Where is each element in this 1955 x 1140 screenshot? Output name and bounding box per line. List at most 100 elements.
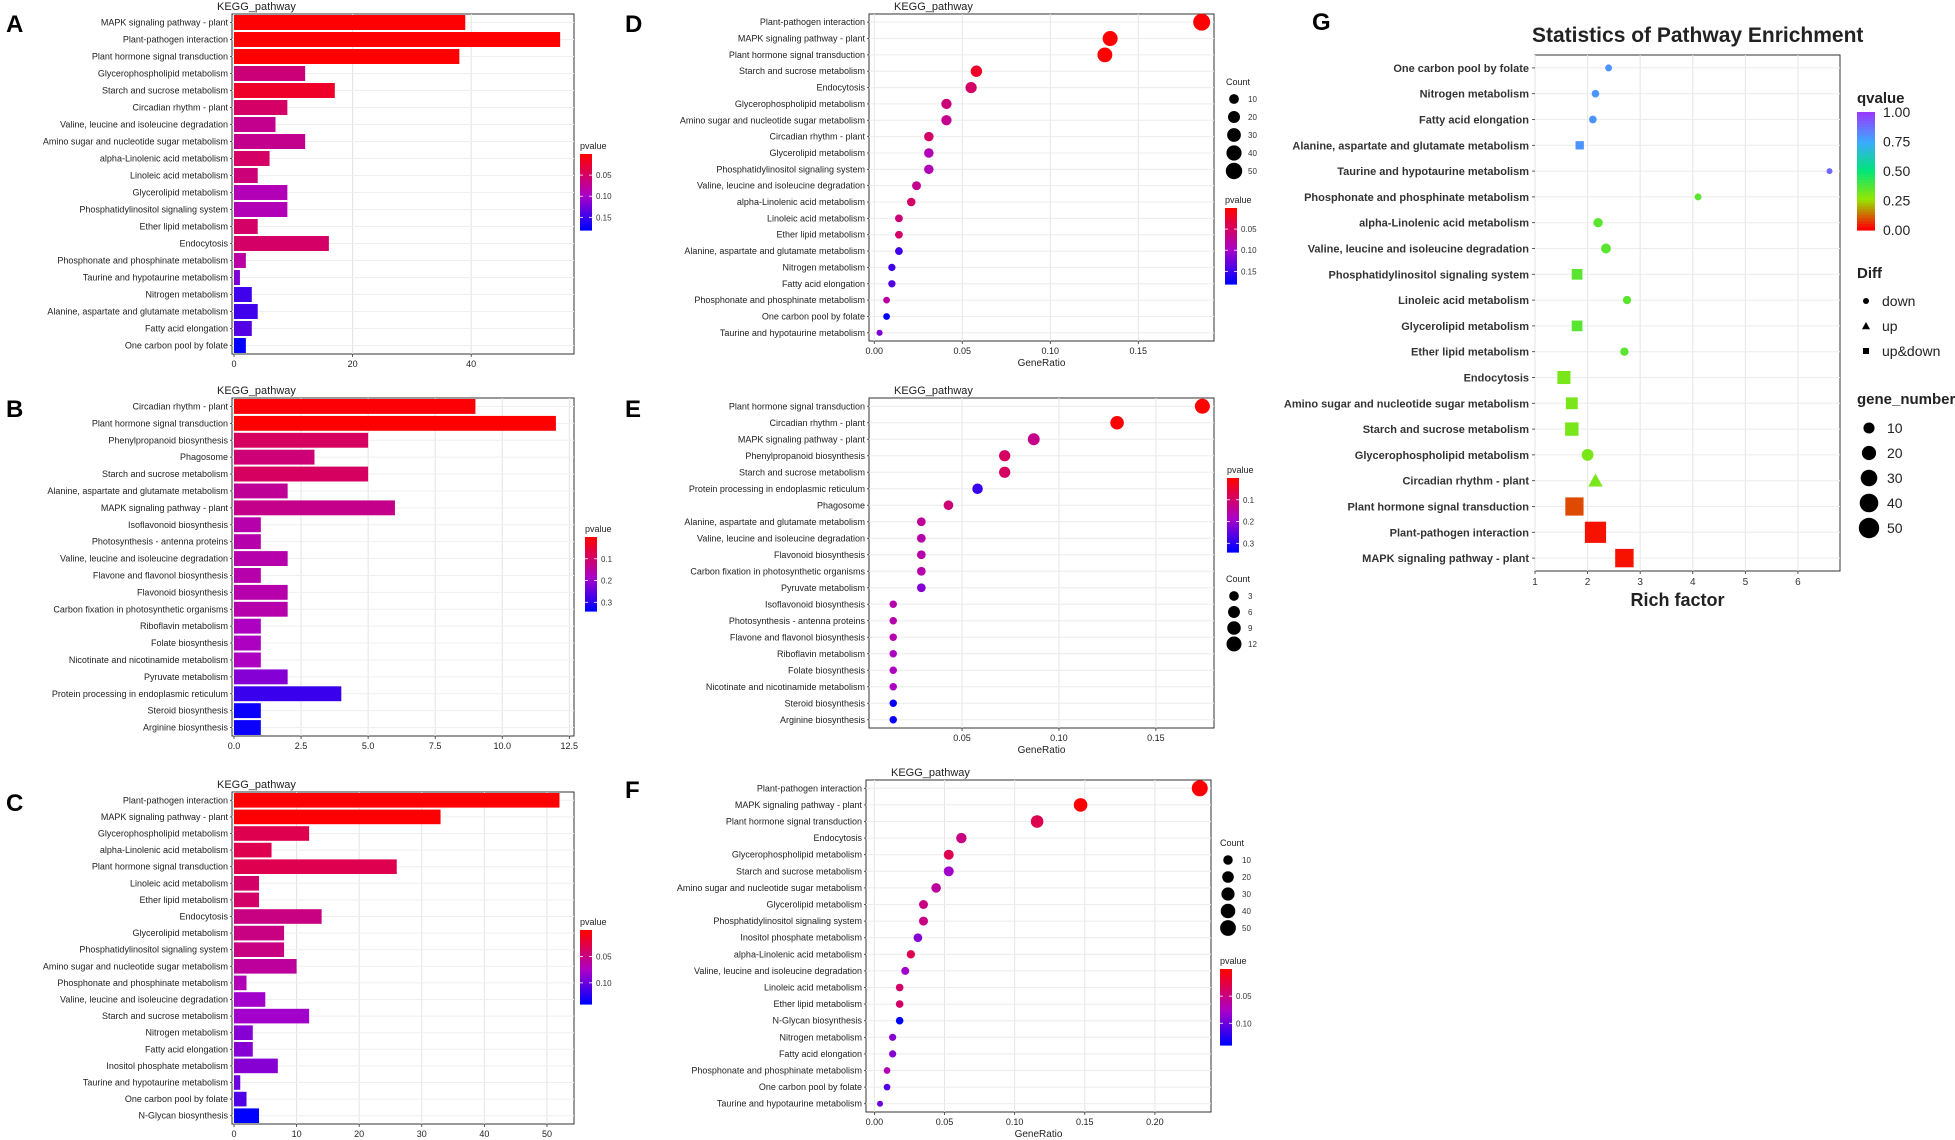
x-tick-label: 0.00 (866, 1117, 884, 1127)
pvalue-colorbar-segment (1220, 1008, 1232, 1012)
dot (906, 950, 916, 959)
legend-title: pvalue (1225, 195, 1252, 205)
pvalue-colorbar-segment (1225, 280, 1237, 283)
pvalue-colorbar-segment (1220, 1018, 1232, 1021)
size-legend-label: 50 (1887, 520, 1903, 536)
category-label: Alanine, aspartate and glutamate metabol… (47, 307, 228, 317)
x-tick-label: 0.05 (953, 733, 971, 743)
qvalue-colorbar-segment (1857, 212, 1875, 216)
qvalue-colorbar-segment (1857, 129, 1875, 134)
dot (889, 617, 897, 625)
qvalue-colorbar-segment (1857, 224, 1875, 228)
point (1565, 422, 1579, 436)
pvalue-colorbar-tick-label: 0.10 (1241, 246, 1257, 255)
pvalue-colorbar-segment (1220, 1027, 1232, 1031)
pvalue-colorbar-segment (1227, 494, 1239, 498)
pvalue-colorbar-segment (585, 568, 597, 571)
legend-dot (1223, 855, 1233, 865)
count-legend: Count 3 6 9 12 (1226, 574, 1257, 652)
pvalue-colorbar-segment (1220, 1039, 1232, 1042)
pvalue-colorbar-segment (580, 180, 592, 184)
pvalue-colorbar-segment (1225, 278, 1237, 281)
pvalue-colorbar-segment (1220, 974, 1232, 978)
pvalue-colorbar-segment (1227, 503, 1239, 507)
size-legend-dot (1858, 517, 1880, 539)
pvalue-colorbar-segment (585, 592, 597, 595)
category-label: Phosphatidylinositol signaling system (1329, 269, 1530, 281)
legend-dot (1227, 128, 1241, 142)
pvalue-colorbar-segment (1225, 247, 1237, 251)
bar (234, 151, 270, 166)
size-legend-label: 40 (1887, 495, 1903, 511)
bar (234, 321, 252, 336)
point (1620, 347, 1629, 356)
pvalue-colorbar-tick-label: 0.10 (596, 979, 612, 988)
legend-title: pvalue (580, 917, 607, 927)
legend-dot (1225, 162, 1243, 180)
pvalue-colorbar-tick-label: 0.2 (601, 577, 613, 586)
dot (889, 633, 897, 641)
pvalue-colorbar: 0.05 0.10 (580, 930, 612, 1005)
bar (234, 875, 260, 891)
pvalue-colorbar-segment (585, 564, 597, 568)
category-label: Carbon fixation in photosynthetic organi… (690, 566, 865, 576)
category-label: Circadian rhythm - plant (769, 132, 865, 142)
x-axis-title: Rich factor (1630, 590, 1724, 610)
plot-frame (1534, 54, 1841, 572)
size-legend-label: 10 (1887, 420, 1903, 436)
pvalue-colorbar-segment (1220, 989, 1232, 993)
pvalue-colorbar-segment (1225, 240, 1237, 243)
pvalue-colorbar-segment (585, 586, 597, 590)
category-label: Alanine, aspartate and glutamate metabol… (684, 246, 865, 256)
pvalue-colorbar-segment (585, 549, 597, 553)
pvalue-colorbar-segment (1220, 976, 1232, 980)
category-label: Starch and sucrose metabolism (102, 469, 228, 479)
dot (1191, 780, 1208, 797)
pvalue-colorbar-segment (585, 583, 597, 586)
pvalue-colorbar-segment (580, 967, 592, 970)
pvalue-colorbar-segment (1220, 1043, 1232, 1046)
category-label: Circadian rhythm - plant (132, 103, 228, 113)
qvalue-colorbar-segment (1857, 144, 1875, 148)
pvalue-colorbar-segment (1227, 537, 1239, 540)
qvalue-colorbar-segment (1857, 176, 1875, 181)
bar (234, 399, 476, 414)
x-tick-label: 0.15 (1130, 346, 1148, 356)
category-label: Taurine and hypotaurine metabolism (83, 273, 228, 283)
category-label: Nitrogen metabolism (1420, 89, 1530, 101)
qvalue-colorbar-segment (1857, 179, 1875, 184)
point (1557, 370, 1571, 385)
pvalue-colorbar-segment (580, 165, 592, 168)
category-label: Valine, leucine and isoleucine degradati… (697, 181, 865, 191)
pvalue-colorbar-segment (1220, 1041, 1232, 1044)
bar (234, 618, 261, 634)
qvalue-colorbar-segment (1857, 221, 1875, 225)
category-label: alpha-Linolenic acid metabolism (1359, 218, 1529, 230)
pvalue-colorbar-segment (1227, 479, 1239, 483)
category-label: Carbon fixation in photosynthetic organi… (53, 604, 228, 614)
bar (234, 338, 246, 353)
legend-title: Diff (1857, 265, 1883, 282)
x-tick-label: 5 (1743, 577, 1749, 588)
pvalue-colorbar-segment (585, 572, 597, 575)
pvalue-colorbar-segment (585, 559, 597, 562)
pvalue-colorbar-segment (1220, 1024, 1232, 1027)
category-label: Amino sugar and nucleotide sugar metabol… (677, 883, 862, 893)
category-label: alpha-Linolenic acid metabolism (737, 197, 865, 207)
pvalue-colorbar-segment (1225, 236, 1237, 239)
pvalue-colorbar-segment (580, 222, 592, 225)
dot (1027, 433, 1040, 446)
dot (912, 181, 921, 191)
legend-label: 40 (1242, 907, 1251, 916)
dot (883, 296, 891, 304)
dot (889, 600, 897, 608)
pvalue-colorbar-segment (585, 590, 597, 594)
category-label: Nicotinate and nicotinamide metabolism (706, 682, 865, 692)
legend-label: 10 (1242, 856, 1251, 865)
pvalue-colorbar-segment (1225, 215, 1237, 219)
pvalue-colorbar-segment (1227, 529, 1239, 533)
pvalue-colorbar-segment (1225, 249, 1237, 253)
dot (924, 148, 934, 158)
pvalue-colorbar-tick-label: 0.2 (1243, 518, 1255, 527)
panel-label: E (625, 396, 641, 423)
